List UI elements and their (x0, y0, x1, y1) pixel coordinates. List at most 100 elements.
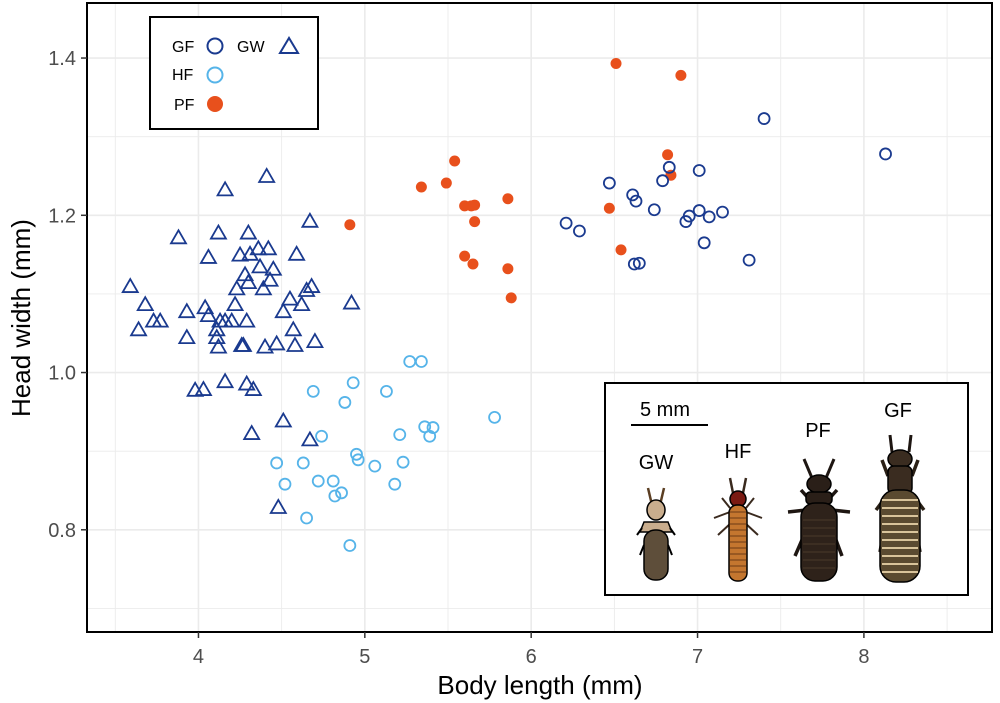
data-point-hf (426, 421, 440, 434)
data-point-hf (414, 355, 428, 368)
data-point-gw (255, 337, 275, 354)
legend-gw-triangle-icon (278, 36, 300, 54)
specimen-inset: 5 mm GW HF PF GF (604, 382, 969, 596)
data-point-gf (716, 205, 729, 219)
data-point-gf (702, 210, 716, 224)
data-point-pf (610, 58, 622, 70)
scale-bar-label: 5 mm (640, 399, 690, 421)
data-point-gw (244, 380, 263, 396)
specimen-label-pf: PF (805, 420, 831, 442)
data-point-hf (350, 447, 363, 461)
data-point-gf (697, 236, 711, 250)
data-point-gf (656, 174, 670, 188)
legend-hf-circle-icon (206, 66, 224, 84)
data-points (121, 58, 892, 552)
x-tick-label: 6 (526, 646, 537, 668)
data-point-gw (292, 295, 311, 312)
legend-label-hf: HF (172, 67, 194, 84)
data-point-gf (629, 194, 643, 208)
data-point-hf (300, 511, 313, 525)
data-point-gw (239, 223, 258, 240)
data-point-gf (682, 209, 696, 223)
data-point-pf (440, 177, 452, 189)
data-point-gf (559, 216, 573, 230)
data-point-gw (199, 248, 218, 264)
data-point-gw (194, 380, 213, 396)
data-point-pf (469, 216, 481, 228)
data-point-hf (296, 456, 310, 470)
series-hf (270, 355, 501, 552)
data-point-gw (177, 302, 196, 319)
termite-pf-icon (787, 458, 851, 582)
data-point-gw (285, 336, 305, 352)
data-point-gw (209, 223, 228, 240)
data-point-gw (274, 411, 293, 428)
specimen-label-gw: GW (639, 452, 674, 474)
data-point-gf (879, 147, 892, 161)
data-point-gw (207, 320, 226, 337)
data-point-hf (335, 486, 348, 500)
data-point-pf (459, 250, 471, 262)
data-point-gw (300, 430, 319, 447)
x-tick-label: 7 (692, 646, 703, 668)
y-tick-label: 1.4 (48, 48, 76, 70)
legend: GF GW HF PF (149, 16, 319, 130)
data-point-gw (274, 302, 293, 319)
data-point-gw (216, 372, 235, 389)
termite-gw-icon (636, 487, 676, 581)
data-point-gf (692, 164, 706, 177)
data-point-gw (257, 167, 276, 183)
data-point-hf (326, 474, 340, 488)
data-point-gw (305, 332, 324, 348)
data-point-gw (237, 311, 256, 328)
legend-pf-dot-icon (207, 96, 223, 112)
axis-ticks: 4 5 6 7 8 0.8 1.0 1.2 1.4 (48, 48, 869, 668)
data-point-gf (602, 176, 616, 190)
data-point-pf (505, 292, 517, 304)
series-gf (559, 112, 892, 271)
y-tick-label: 1.0 (48, 363, 76, 385)
data-point-gf (662, 160, 676, 174)
data-point-gw (169, 228, 188, 245)
data-point-hf (368, 459, 382, 473)
data-point-gf (742, 253, 756, 267)
data-point-hf (346, 376, 360, 390)
y-axis-title: Head width (mm) (6, 219, 36, 417)
data-point-hf (278, 477, 292, 491)
plot-panel-border (86, 2, 993, 633)
data-point-hf (423, 429, 437, 443)
data-point-pf (469, 199, 481, 211)
series-gw (121, 167, 361, 514)
data-point-gw (254, 279, 273, 296)
legend-label-gw: GW (237, 39, 265, 56)
data-point-hf (311, 474, 325, 488)
data-point-gw (199, 306, 218, 323)
data-point-hf (328, 489, 342, 503)
data-point-gw (209, 337, 228, 354)
data-point-gw (226, 295, 245, 312)
data-point-gw (230, 245, 250, 262)
legend-gf-circle-icon (206, 37, 224, 55)
x-tick-label: 8 (858, 646, 869, 668)
data-point-gw (260, 270, 280, 287)
data-point-gw (280, 289, 300, 306)
y-tick-label: 1.2 (48, 205, 76, 227)
data-point-hf (388, 477, 402, 491)
data-point-gw (342, 293, 361, 310)
data-point-gf (757, 112, 771, 125)
data-point-pf (502, 193, 514, 205)
data-point-gw (287, 245, 306, 261)
data-point-gw (216, 180, 235, 197)
data-point-hf (315, 429, 328, 443)
termite-gf-icon (874, 434, 926, 583)
y-tick-label: 0.8 (48, 520, 76, 542)
x-tick-label: 4 (193, 646, 204, 668)
x-tick-label: 5 (359, 646, 370, 668)
data-point-gw (250, 257, 270, 274)
data-point-gw (234, 336, 253, 352)
data-point-pf (675, 69, 687, 81)
data-point-gf (626, 188, 640, 202)
data-point-gw (269, 498, 288, 514)
data-point-gf (692, 204, 706, 217)
